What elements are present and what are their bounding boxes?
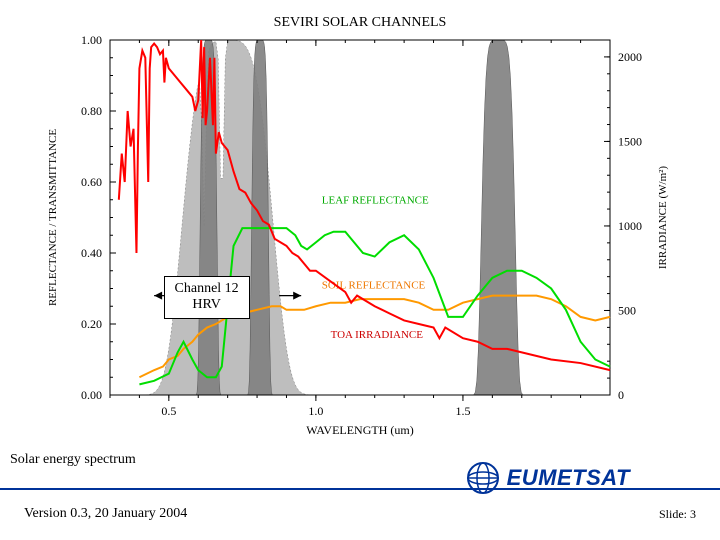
svg-text:0: 0 xyxy=(618,388,624,402)
svg-text:IRRADIANCE (W/m²): IRRADIANCE (W/m²) xyxy=(657,166,669,270)
eumetsat-globe-icon xyxy=(465,460,501,496)
presentation-slide: 0.5 1.0 1.5 0.00 0.20 0.40 0.60 0.80 1.00 0 500 100… xyxy=(0,0,720,540)
svg-text:SEVIRI SOLAR CHANNELS: SEVIRI SOLAR CHANNELS xyxy=(274,15,447,30)
channel-box-line2: HRV xyxy=(175,297,239,314)
svg-text:0.20: 0.20 xyxy=(81,317,102,331)
eumetsat-wordmark: EUMETSAT xyxy=(507,465,630,491)
svg-text:1.00: 1.00 xyxy=(81,33,102,47)
svg-text:TOA IRRADIANCE: TOA IRRADIANCE xyxy=(331,329,424,341)
svg-text:500: 500 xyxy=(618,303,636,317)
svg-text:1000: 1000 xyxy=(618,219,642,233)
svg-text:0.5: 0.5 xyxy=(161,404,176,418)
slide-number: Slide: 3 xyxy=(659,507,696,522)
svg-text:0.60: 0.60 xyxy=(81,175,102,189)
svg-text:0.00: 0.00 xyxy=(81,388,102,402)
svg-text:REFLECTANCE / TRANSMITTANCE: REFLECTANCE / TRANSMITTANCE xyxy=(47,129,59,306)
svg-text:0.80: 0.80 xyxy=(81,104,102,118)
chart-container: 0.5 1.0 1.5 0.00 0.20 0.40 0.60 0.80 1.00 0 500 100… xyxy=(40,10,680,440)
svg-text:WAVELENGTH (um): WAVELENGTH (um) xyxy=(306,423,413,437)
eumetsat-logo: EUMETSAT xyxy=(465,460,630,496)
svg-text:1.5: 1.5 xyxy=(455,404,470,418)
version-text: Version 0.3, 20 January 2004 xyxy=(24,506,187,522)
solar-channels-chart: 0.5 1.0 1.5 0.00 0.20 0.40 0.60 0.80 1.00 0 500 100… xyxy=(40,10,680,440)
svg-text:1.0: 1.0 xyxy=(308,404,323,418)
svg-text:0.40: 0.40 xyxy=(81,246,102,260)
channel-box-line1: Channel 12 xyxy=(175,281,239,298)
channel-label-box: Channel 12 HRV xyxy=(164,276,250,320)
svg-text:2000: 2000 xyxy=(618,50,642,64)
svg-text:1500: 1500 xyxy=(618,134,642,148)
spectrum-caption: Solar energy spectrum xyxy=(10,452,136,468)
svg-text:LEAF REFLECTANCE: LEAF REFLECTANCE xyxy=(322,194,429,206)
